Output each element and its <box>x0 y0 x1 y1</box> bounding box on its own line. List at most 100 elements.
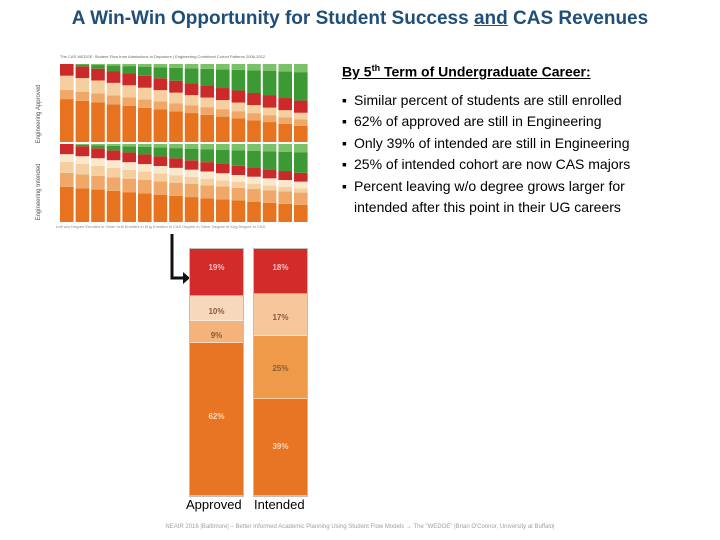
thumbnail-bar-segment <box>278 186 292 192</box>
thumbnail-bar-segment <box>91 68 105 81</box>
thumbnail-bar-segment <box>278 98 292 111</box>
thumbnail-bar-segment <box>247 150 261 168</box>
bar-intended: 39% 25% 17% 18% <box>253 248 308 497</box>
thumbnail-bar-segment <box>169 92 183 104</box>
thumbnail-bar-segment <box>200 144 214 150</box>
thumbnail-bar-segment <box>60 154 74 162</box>
thumbnail-bar-segment <box>262 115 277 123</box>
thumbnail-bar-segment <box>169 67 183 81</box>
thumbnail-bar-segment <box>262 122 277 142</box>
thumbnail-bar-segment <box>75 91 90 101</box>
thumbnail-bar-segment <box>122 152 136 163</box>
thumbnail-bar-segment <box>169 148 183 159</box>
thumbnail-bar-segment <box>216 88 230 101</box>
thumbnail-bar-segment <box>153 64 168 68</box>
thumbnail-bar-segment <box>91 144 105 146</box>
thumbnail-bar-segment <box>138 193 152 222</box>
thumbnail-bar-segment <box>106 190 121 222</box>
thumbnail-bar-segment <box>75 64 90 67</box>
thumbnail-bar-segment <box>122 169 136 179</box>
thumbnail-bar-segment <box>247 93 261 106</box>
thumbnail-bar-segment <box>278 110 292 118</box>
thumbnail-bar-segment <box>200 171 214 179</box>
thumbnail-bar-segment <box>231 200 246 222</box>
thumbnail-bar-segment <box>75 156 90 164</box>
thumbnail-bar-segment <box>278 151 292 172</box>
thumbnail-bar-segment <box>91 64 105 66</box>
thumbnail-bar-segment <box>231 90 246 103</box>
thumbnail-bar-segment <box>294 64 308 73</box>
thumbnail-bar-segment <box>294 72 308 101</box>
thumbnail-bar-segment <box>262 71 277 96</box>
bar-segment: 19% <box>190 249 243 296</box>
thumbnail-bar-segment <box>294 152 308 173</box>
thumbnail-bar-segment <box>294 188 308 193</box>
thumbnail-bar-segment <box>138 144 152 147</box>
thumbnail-bar-segment <box>216 69 230 89</box>
thumbnail-bar-segment <box>247 64 261 71</box>
segment-value-label: 9% <box>210 330 223 340</box>
thumbnail-bar-segment <box>153 90 168 102</box>
thumbnail-bar-segment <box>262 185 277 191</box>
thumbnail-bar-segment <box>216 116 230 142</box>
thumbnail-bar-segment <box>294 181 308 189</box>
thumbnail-bar-segment <box>106 177 121 191</box>
thumbnail-bar-segment <box>278 64 292 72</box>
thumbnail-bar-segment <box>184 184 199 198</box>
findings-heading: By 5th Term of Undergraduate Career: <box>342 63 591 80</box>
thumbnail-bar-segment <box>262 95 277 108</box>
thumbnail-bar-segment <box>216 144 230 150</box>
thumbnail-bar-segment <box>153 173 168 182</box>
thumbnail-bar-segment <box>294 119 308 126</box>
thumbnail-bar-segment <box>153 181 168 195</box>
thumbnail-bar-segment <box>91 175 105 190</box>
thumbnail-bar-segment <box>231 102 246 112</box>
thumbnail-bar-segment <box>262 202 277 222</box>
bar-segment: 18% <box>254 249 307 294</box>
thumbnail-bar-segment <box>106 64 121 66</box>
thumbnail-bars <box>60 64 308 222</box>
thumbnail-bar-segment <box>216 163 230 174</box>
thumbnail-bar-segment <box>294 144 308 153</box>
bar-segment: 62% <box>190 342 243 496</box>
thumbnail-bar-segment <box>216 149 230 164</box>
thumbnail-bar-segment <box>153 144 168 148</box>
thumbnail-bar-segment <box>153 156 168 167</box>
thumbnail-bar-segment <box>91 165 105 176</box>
thumbnail-bar-segment <box>153 147 168 157</box>
thumbnail-bar-segment <box>184 113 199 142</box>
thumbnail-bar-segment <box>60 161 74 173</box>
thumbnail-bar-segment <box>184 160 199 170</box>
thumbnail-bar-segment <box>262 169 277 179</box>
thumbnail-bar-segment <box>247 189 261 202</box>
thumbnail-bar-segment <box>106 160 121 168</box>
segment-value-label: 10% <box>208 307 225 317</box>
thumbnail-bar-segment <box>138 66 152 76</box>
thumbnail-bar-segment <box>294 125 308 142</box>
thumbnail-bar-segment <box>247 144 261 151</box>
thumbnail-bar-segment <box>122 66 136 74</box>
thumbnail-title: The CAS WEDGE: Student Flow from Admissi… <box>60 54 266 59</box>
thumbnail-bar-segment <box>153 109 168 142</box>
thumbnail-bar-segment <box>169 167 183 176</box>
thumbnail-bar-segment <box>247 167 261 177</box>
thumbnail-bar-segment <box>184 176 199 185</box>
thumbnail-bar-segment <box>138 164 152 172</box>
thumbnail-bar-segment <box>122 192 136 222</box>
thumbnail-bar-segment <box>91 65 105 69</box>
thumbnail-legend: Left w/o Degree Enrolled in Other Unit E… <box>56 224 266 229</box>
thumbnail-bar-segment <box>184 144 199 149</box>
thumbnail-chart: The CAS WEDGE: Student Flow from Admissi… <box>34 52 324 230</box>
thumbnail-bar-segment <box>75 144 90 147</box>
footer: NEAIR 2016 |Baltimore| – Better Informed… <box>165 524 555 530</box>
thumbnail-bar-segment <box>278 191 292 204</box>
thumbnail-bar-segment <box>247 113 261 121</box>
findings-text: By 5th Term of Undergraduate Career: ▪ Si… <box>342 63 712 219</box>
thumbnail-bar-segment <box>169 195 183 222</box>
thumbnail-bar-segment <box>262 64 277 72</box>
thumbnail-bar-segment <box>153 166 168 174</box>
segment-value-label: 62% <box>208 411 225 421</box>
thumbnail-bar-segment <box>200 185 214 199</box>
arrow-icon <box>170 234 190 284</box>
thumbnail-bar-segment <box>294 172 308 182</box>
